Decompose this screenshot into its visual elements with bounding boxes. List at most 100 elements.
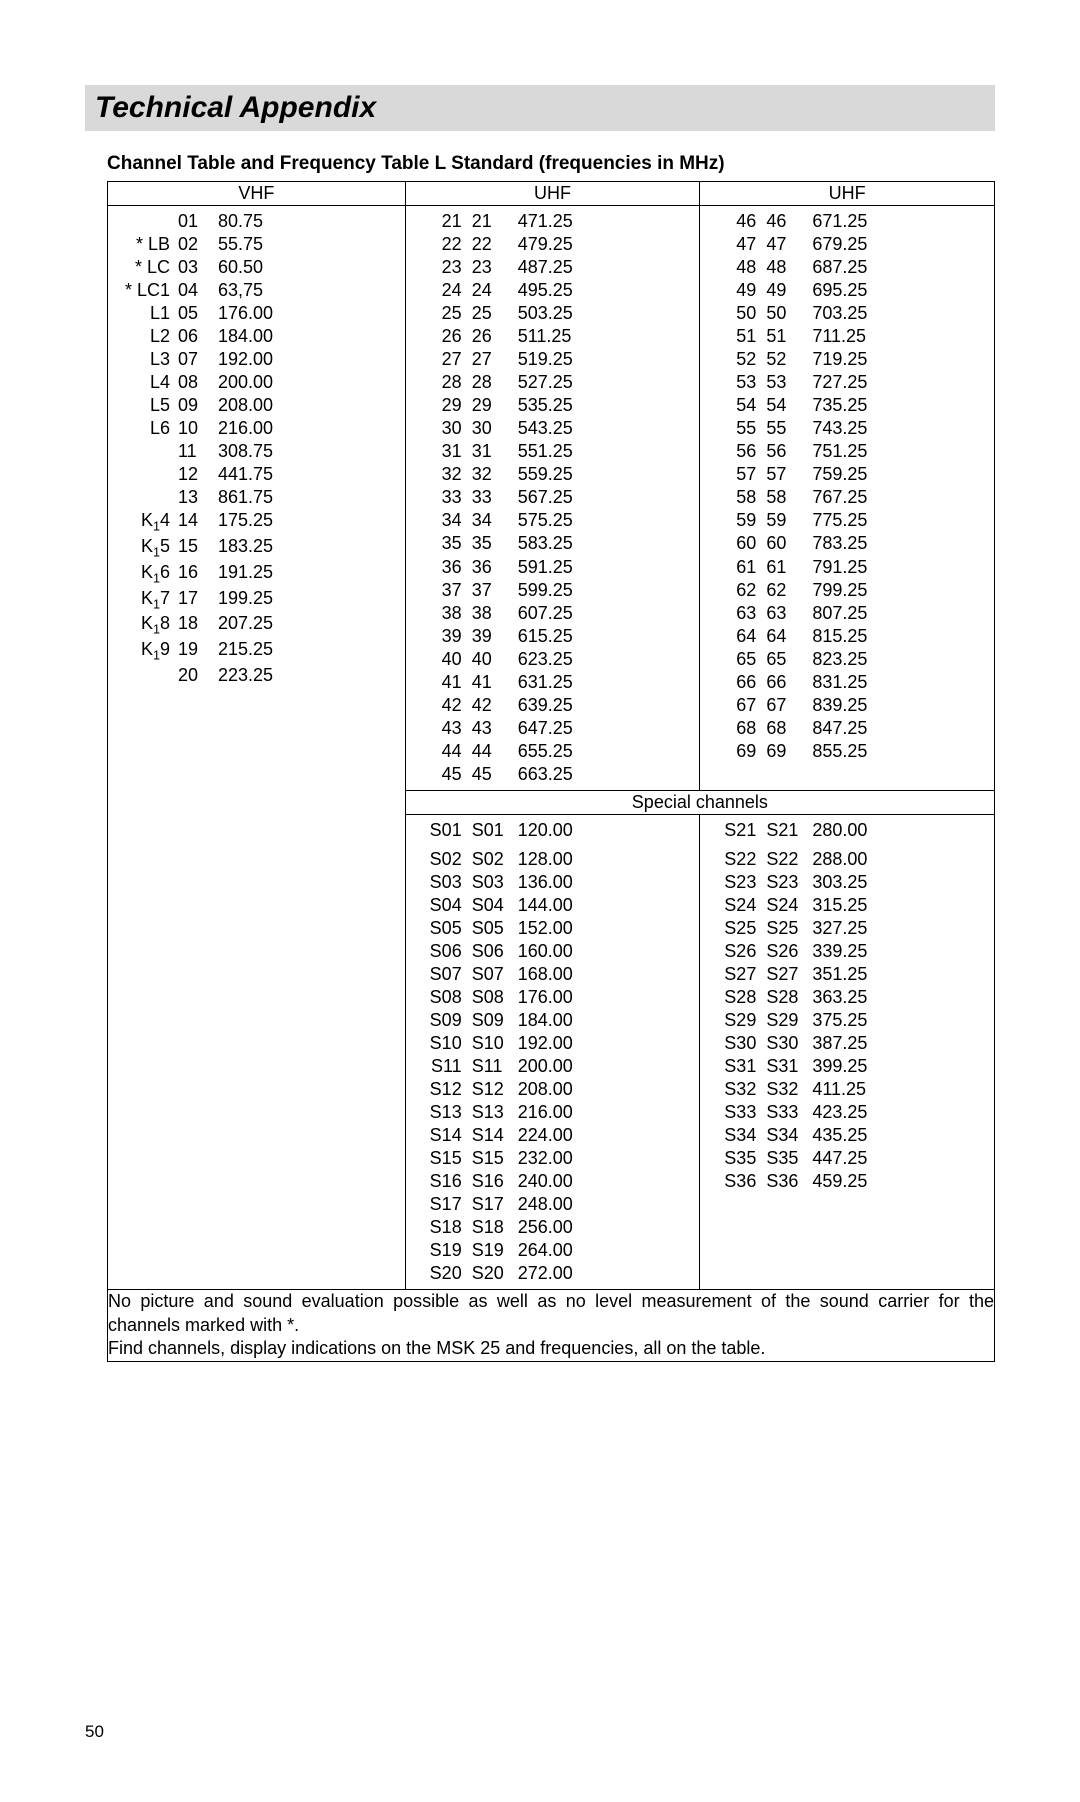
table-row: S17S17248.00 [416,1193,690,1216]
table-row: 11308.75 [118,440,395,463]
channel-frequency: 639.25 [516,694,586,717]
note-line-1: No picture and sound evaluation possible… [108,1291,994,1334]
channel-display: 47 [760,233,806,256]
table-row: S02S02128.00 [416,848,690,871]
channel-display: S21 [760,819,806,842]
channel-frequency: 855.25 [810,740,880,763]
table-row: S21S21280.00 [710,819,984,842]
table-row: 6565823.25 [710,648,984,671]
channel-frequency: 503.25 [516,302,586,325]
table-row: S15S15232.00 [416,1147,690,1170]
table-row: 20223.25 [118,664,395,687]
channel-index: 24 [416,279,462,302]
table-row: 3131551.25 [416,440,690,463]
channel-frequency: 791.25 [810,556,880,579]
subtitle: Channel Table and Frequency Table L Stan… [107,153,995,175]
table-row: 3232559.25 [416,463,690,486]
table-row: S13S13216.00 [416,1101,690,1124]
channel-frequency: 861.75 [214,486,290,509]
channel-display: 22 [466,233,512,256]
channel-display: S31 [760,1055,806,1078]
channel-frequency: 128.00 [516,848,586,871]
channel-frequency: 623.25 [516,648,586,671]
page-title: Technical Appendix [95,91,985,125]
channel-frequency: 280.00 [810,819,880,842]
table-row: S30S30387.25 [710,1032,984,1055]
table-row: 4242639.25 [416,694,690,717]
channel-frequency: 264.00 [516,1239,586,1262]
table-row: 5959775.25 [710,509,984,532]
channel-frequency: 144.00 [516,894,586,917]
channel-display: 57 [760,463,806,486]
table-row: * LB0255.75 [118,233,395,256]
channel-label [118,440,170,463]
table-row: 4444655.25 [416,740,690,763]
channel-index: 62 [710,579,756,602]
channel-display: S34 [760,1124,806,1147]
channel-index: S11 [416,1055,462,1078]
channel-index: 25 [416,302,462,325]
channel-index: 46 [710,210,756,233]
channel-label: K15 [118,535,170,561]
channel-frequency: 184.00 [214,325,290,348]
channel-display: 48 [760,256,806,279]
channel-frequency: 120.00 [516,819,586,842]
channel-index: S04 [416,894,462,917]
channel-display: S33 [760,1101,806,1124]
channel-number: 15 [174,535,210,561]
channel-display: 64 [760,625,806,648]
table-row: S20S20272.00 [416,1262,690,1285]
channel-index: 32 [416,463,462,486]
channel-frequency: 543.25 [516,417,586,440]
channel-display: 35 [466,532,512,555]
channel-index: 50 [710,302,756,325]
channel-index: 69 [710,740,756,763]
channel-display: S17 [466,1193,512,1216]
channel-index: 48 [710,256,756,279]
channel-display: S08 [466,986,512,1009]
table-row: 4747679.25 [710,233,984,256]
channel-index: 65 [710,648,756,671]
special1-column: S01S01120.00S02S02128.00S03S03136.00S04S… [405,814,700,1290]
channel-frequency: 783.25 [810,532,880,555]
table-row: S03S03136.00 [416,871,690,894]
channel-display: 53 [760,371,806,394]
channel-frequency: 735.25 [810,394,880,417]
table-row: L105176.00 [118,302,395,325]
table-row: 2121471.25 [416,210,690,233]
channel-display: 41 [466,671,512,694]
table-row: S36S36459.25 [710,1170,984,1193]
channel-frequency: 807.25 [810,602,880,625]
channel-frequency: 655.25 [516,740,586,763]
channel-frequency: 743.25 [810,417,880,440]
channel-display: 50 [760,302,806,325]
table-row: S28S28363.25 [710,986,984,1009]
channel-index: 28 [416,371,462,394]
channel-index: S30 [710,1032,756,1055]
channel-display: 60 [760,532,806,555]
channel-number: 02 [174,233,210,256]
channel-frequency: 308.75 [214,440,290,463]
channel-index: 47 [710,233,756,256]
channel-display: S36 [760,1170,806,1193]
channel-display: 24 [466,279,512,302]
channel-frequency: 200.00 [516,1055,586,1078]
table-row: 6666831.25 [710,671,984,694]
channel-frequency: 168.00 [516,963,586,986]
channel-display: S11 [466,1055,512,1078]
channel-index: 56 [710,440,756,463]
table-row: L206184.00 [118,325,395,348]
table-row: 3333567.25 [416,486,690,509]
channel-display: 68 [760,717,806,740]
channel-frequency: 303.25 [810,871,880,894]
channel-label: L5 [118,394,170,417]
table-row: 2727519.25 [416,348,690,371]
channel-display: 61 [760,556,806,579]
table-row: 6868847.25 [710,717,984,740]
channel-display: S12 [466,1078,512,1101]
channel-index: S18 [416,1216,462,1239]
page: Technical Appendix Channel Table and Fre… [0,0,1080,1802]
channel-number: 03 [174,256,210,279]
channel-index: 33 [416,486,462,509]
table-row: 4646671.25 [710,210,984,233]
